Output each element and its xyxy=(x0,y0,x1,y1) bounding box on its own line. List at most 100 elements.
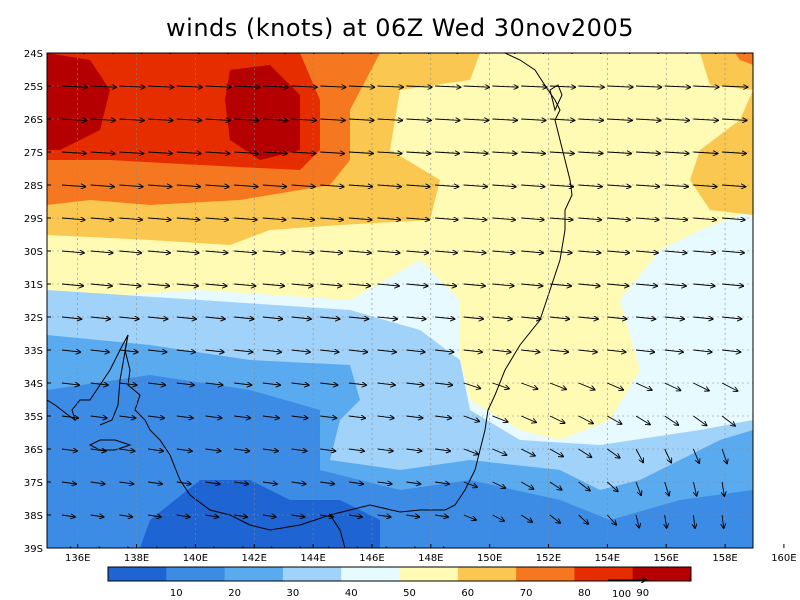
wind-vector xyxy=(90,350,109,352)
wind-vector xyxy=(463,317,483,319)
wind-vector xyxy=(119,317,138,319)
wind-vector xyxy=(348,185,372,187)
wind-vector xyxy=(635,119,661,120)
wind-vector xyxy=(463,514,476,520)
wind-vector xyxy=(176,86,202,87)
wind-vector xyxy=(205,86,231,87)
longitude-label: 144E xyxy=(300,553,325,564)
wind-vector xyxy=(377,383,395,385)
longitude-label: 160E xyxy=(771,553,796,564)
wind-vector xyxy=(693,382,709,391)
wind-vector xyxy=(205,317,225,319)
wind-vector xyxy=(320,317,339,319)
wind-vector xyxy=(406,383,423,385)
wind-vector xyxy=(377,416,394,418)
wind-vector xyxy=(693,119,718,120)
wind-vector xyxy=(377,317,397,319)
wind-vector xyxy=(607,185,630,187)
wind-vector xyxy=(578,448,592,457)
wind-vector xyxy=(348,383,366,385)
wind-vector xyxy=(693,185,716,187)
wind-vector xyxy=(435,383,452,385)
wind-vector xyxy=(520,448,535,456)
wind-vector xyxy=(435,350,453,352)
wind-vector xyxy=(119,119,144,120)
wind-vector xyxy=(61,350,80,352)
latitude-label: 25S xyxy=(24,82,43,93)
wind-vector xyxy=(176,482,191,484)
colorbar-swatch xyxy=(457,567,517,581)
wind-vector xyxy=(435,152,459,154)
wind-vector xyxy=(607,284,628,286)
wind-vector xyxy=(520,514,532,522)
wind-vector xyxy=(664,350,683,352)
wind-vector xyxy=(635,382,652,390)
band-90-100 xyxy=(47,53,110,150)
wind-vector xyxy=(262,482,277,484)
wind-vector xyxy=(492,119,518,120)
wind-vector xyxy=(722,284,743,286)
wind-vector xyxy=(463,284,485,286)
wind-vector xyxy=(61,152,86,154)
wind-vector xyxy=(176,449,192,451)
longitude-label: 158E xyxy=(712,553,737,564)
wind-vector xyxy=(578,284,600,286)
wind-vector xyxy=(234,515,247,517)
wind-vector xyxy=(148,515,161,517)
wind-vector xyxy=(377,119,403,120)
wind-vector xyxy=(693,350,711,352)
wind-vector xyxy=(521,218,544,220)
wind-vector xyxy=(693,152,717,154)
wind-vector xyxy=(578,185,602,187)
band-90-100-b xyxy=(225,65,300,160)
wind-vector xyxy=(262,185,286,187)
wind-vector xyxy=(406,251,428,253)
wind-vector xyxy=(693,547,694,548)
wind-vector xyxy=(119,284,140,286)
wind-vector xyxy=(348,251,371,253)
wind-vector xyxy=(291,482,306,484)
wind-vector xyxy=(262,416,279,418)
latitude-label: 29S xyxy=(24,214,43,225)
wind-vector xyxy=(664,415,679,425)
wind-vector xyxy=(549,481,562,490)
wind-vector xyxy=(262,119,288,120)
latitude-label: 37S xyxy=(24,478,43,489)
wind-vector xyxy=(320,449,335,451)
wind-vector xyxy=(492,350,511,352)
wind-vector xyxy=(119,152,143,154)
wind-vector xyxy=(348,515,362,517)
wind-vector xyxy=(119,218,142,220)
wind-vector xyxy=(119,86,144,87)
wind-vector xyxy=(348,350,367,352)
wind-vector xyxy=(234,383,251,385)
wind-vector xyxy=(90,218,114,220)
wind-vector xyxy=(635,284,657,286)
wind-vector xyxy=(234,416,250,418)
wind-vector xyxy=(176,317,196,319)
wind-vector xyxy=(578,350,597,352)
wind-vector xyxy=(90,185,114,187)
wind-vector xyxy=(435,119,460,120)
wind-vector xyxy=(234,218,257,220)
wind-vector xyxy=(521,152,545,154)
wind-vector xyxy=(463,185,487,187)
wind-vector xyxy=(406,317,425,319)
wind-vector xyxy=(320,284,341,286)
wind-vector xyxy=(492,185,516,187)
wind-vector xyxy=(348,482,363,484)
wind-vector xyxy=(234,284,255,286)
wind-vector xyxy=(61,383,79,385)
wind-vector xyxy=(148,119,173,120)
wind-vector xyxy=(234,251,256,253)
wind-vector xyxy=(176,119,202,120)
wind-vector xyxy=(90,251,113,253)
wind-vector xyxy=(521,251,543,253)
wind-vector xyxy=(635,317,655,319)
reference-vector-label: 100 xyxy=(612,589,631,600)
band-0-10-b xyxy=(300,515,350,548)
wind-vector xyxy=(549,119,575,120)
colorbar-label: 50 xyxy=(403,588,416,599)
longitude-label: 142E xyxy=(242,553,267,564)
wind-vector xyxy=(636,547,637,548)
